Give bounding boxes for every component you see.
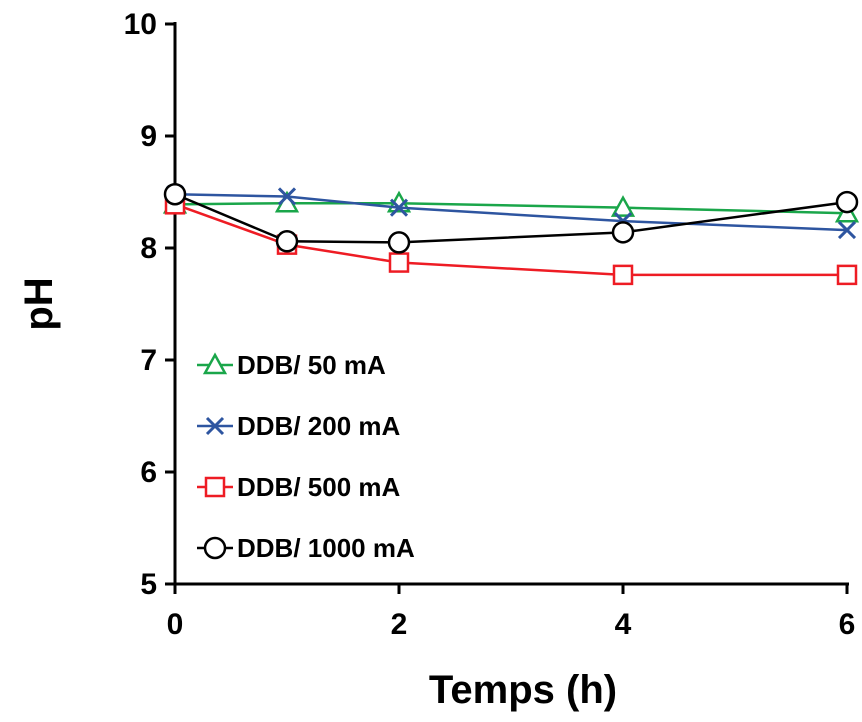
legend-entry: DDB/ 50 mA [197, 350, 386, 380]
series-2 [165, 185, 857, 240]
axis-ticks: 5 6 7 8 9 10 0 2 4 6 [124, 8, 856, 641]
series-line [174, 193, 848, 244]
legend-label: DDB/ 1000 mA [237, 533, 415, 563]
data-point [275, 230, 299, 253]
data-point [163, 182, 187, 206]
data-point [277, 187, 297, 206]
data-point [835, 190, 859, 214]
series-layer [162, 182, 860, 286]
y-tick-label: 6 [140, 456, 157, 489]
data-point [612, 264, 634, 286]
legend-entry: DDB/ 1000 mA [197, 533, 415, 563]
legend-entry: DDB/ 500 mA [197, 472, 400, 502]
x-tick-label: 2 [391, 608, 408, 641]
series-4 [163, 182, 859, 254]
legend-marker [203, 536, 227, 560]
x-tick-label: 0 [167, 608, 184, 641]
x-axis-title: Temps (h) [429, 668, 617, 712]
legend-label: DDB/ 200 mA [237, 411, 400, 441]
legend-marker [204, 476, 226, 498]
y-tick-label: 5 [140, 568, 157, 601]
data-point [610, 195, 636, 217]
legend-marker [202, 352, 228, 375]
data-point [837, 221, 857, 240]
axes [173, 22, 849, 586]
data-point [611, 221, 635, 244]
y-tick-label: 7 [140, 344, 157, 377]
data-point [388, 252, 410, 273]
legend-label: DDB/ 500 mA [237, 472, 400, 502]
x-tick-label: 6 [839, 608, 856, 641]
series-1 [162, 190, 860, 223]
legend-marker [205, 416, 225, 436]
legend-entry: DDB/ 200 mA [197, 411, 400, 441]
y-tick-label: 10 [124, 8, 157, 41]
x-tick-label: 4 [615, 608, 632, 641]
legend-label: DDB/ 50 mA [237, 350, 386, 380]
data-point [836, 264, 858, 286]
y-tick-label: 9 [140, 120, 157, 153]
y-axis-title: pH [17, 277, 61, 330]
legend: DDB/ 50 mA DDB/ 200 mA DDB/ 500 mA DDB/ 100… [197, 350, 415, 563]
series-3 [164, 194, 858, 286]
y-tick-label: 8 [140, 232, 157, 265]
data-point [389, 198, 409, 217]
data-point [387, 231, 411, 254]
